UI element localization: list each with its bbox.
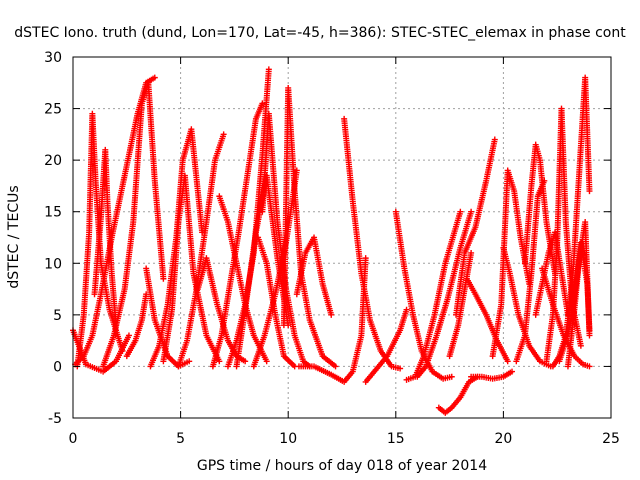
series-16 [255, 234, 298, 370]
y-tick-label: -5 [48, 411, 62, 427]
data-point [160, 275, 167, 282]
y-tick-label: 30 [44, 50, 62, 66]
series-11 [209, 100, 266, 370]
data-point [265, 66, 272, 73]
series-3 [91, 146, 120, 329]
x-tick-label: 20 [494, 431, 512, 447]
chart-title: dSTEC Iono. truth (dund, Lon=170, Lat=-4… [14, 25, 626, 41]
y-tick-label: 20 [44, 153, 62, 169]
series-9 [175, 131, 227, 370]
series-5 [123, 291, 150, 360]
y-tick-label: 5 [53, 308, 62, 324]
y-axis-label: dSTEC / TECUs [6, 185, 22, 288]
data-point [151, 74, 158, 81]
y-tick-label: 0 [53, 359, 62, 375]
x-tick-label: 5 [176, 431, 185, 447]
series-18 [250, 167, 300, 370]
data-point [263, 358, 270, 365]
x-tick-label: 10 [279, 431, 297, 447]
series-4 [100, 79, 167, 370]
data-point [186, 358, 193, 365]
data-point [125, 332, 132, 339]
series-2 [74, 110, 126, 370]
x-tick-label: 0 [69, 431, 78, 447]
series-34 [521, 141, 559, 277]
data-point [220, 131, 227, 138]
x-axis-label: GPS time / hours of day 018 of year 2014 [197, 458, 487, 474]
x-tick-label: 15 [387, 431, 405, 447]
data-point [332, 363, 339, 370]
series-8 [160, 172, 223, 365]
data-point [259, 100, 266, 107]
series-24 [403, 208, 464, 383]
data-point [119, 347, 126, 354]
series-21 [341, 115, 404, 372]
y-tick-label: 25 [44, 102, 62, 118]
data-point [242, 358, 249, 365]
y-tick-label: 10 [44, 256, 62, 272]
series-10 [194, 255, 249, 365]
y-tick-label: 15 [44, 205, 62, 221]
series-17 [280, 84, 339, 370]
data-marks [70, 66, 593, 416]
x-tick-label: 25 [602, 431, 620, 447]
data-point [216, 358, 223, 365]
